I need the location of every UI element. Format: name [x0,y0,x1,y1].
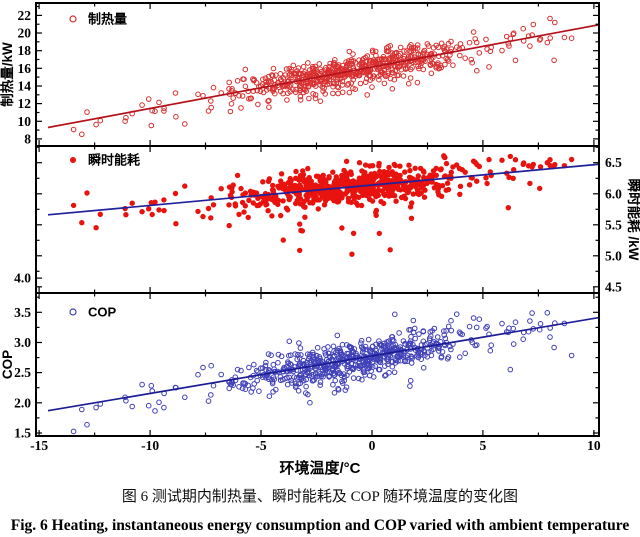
y-tick-label: 14 [18,79,32,94]
y-tick-label: 5.0 [605,248,622,263]
x-tick-label: 10 [587,438,601,452]
legend-cop: COP [69,305,117,320]
x-tick-label: -10 [141,438,159,452]
y-tick-label: 12 [18,96,32,111]
panel-instantaneous-energy-consumption: 6.5 6.0 5.5 5.0 4.5 4.0 瞬时能耗 /kW 瞬时能耗 [14,145,640,294]
y-tick-label: 18 [18,43,32,58]
legend-instantaneous-energy-consumption: 瞬时能耗 [70,153,140,168]
y-tick-labels-instantaneous-energy-consumption: 6.5 6.0 5.5 5.0 4.5 4.0 [14,155,622,294]
x-tick-label: 5 [480,438,487,452]
y-axis-label-heating-capacity: 制热量/kW [0,42,15,107]
legend-marker-cop [69,308,77,316]
y-tick-label: 2.5 [14,365,31,380]
y-tick-label: 2.0 [14,395,31,410]
legend-marker-heating-capacity [69,15,77,23]
y-axis-label-instantaneous-energy-consumption: 瞬时能耗 /kW [626,179,640,261]
y-tick-label: 6.5 [605,155,622,170]
panel-frame-cop [35,292,600,437]
y-axis-label-cop: COP [0,350,15,379]
x-axis-label: 环境温度/°C [279,460,361,477]
scatter-points-cop [70,310,575,435]
legend-label-instantaneous-energy-consumption: 瞬时能耗 [88,153,140,168]
y-tick-label: 3.0 [14,335,31,350]
trend-line-cop [47,316,599,412]
x-tick-labels: -15 -10 -5 0 5 10 [30,438,601,453]
caption-chinese: 图 6 测试期内制热量、瞬时能耗及 COP 随环境温度的变化图 [121,489,519,505]
y-tick-label: 16 [18,61,32,76]
legend-marker-instantaneous-energy-consumption [70,157,76,163]
y-tick-label: 20 [18,26,32,41]
y-tick-label: 22 [18,8,32,23]
legend-heating-capacity: 制热量 [69,12,127,27]
y-tick-labels-heating-capacity: 8 10 12 14 16 18 20 22 [18,8,32,146]
y-tick-label: 1.5 [14,426,31,441]
trend-line-heating-capacity [47,23,599,129]
y-tick-label: 4.5 [605,279,622,294]
y-tick-label: 10 [18,114,32,129]
y-tick-label: 6.0 [605,186,622,201]
trend-line-instantaneous-energy-consumption [47,163,599,216]
stacked-scatter-chart: 8 10 12 14 16 18 20 22 制热量/kW 制热量 6.5 6.0 5.5 5.0 4.5 4… [0,2,640,453]
y-tick-label: 3.5 [14,305,31,320]
y-tick-label-extra: 4.0 [14,271,31,286]
y-tick-label: 5.5 [605,217,622,232]
legend-label-cop: COP [88,305,117,320]
x-tick-label: -15 [30,438,48,452]
panel-cop: 3.5 3.0 2.5 2.0 1.5 COP COP [0,292,600,441]
caption-english: Fig. 6 Heating, instantaneous energy con… [10,517,630,534]
y-tick-labels-cop: 3.5 3.0 2.5 2.0 1.5 [14,305,31,441]
scatter-points-heating-capacity [70,15,575,138]
x-tick-label: 0 [369,438,376,452]
x-tick-label: -5 [255,438,266,452]
y-tick-label: 8 [24,131,31,146]
scatter-points-instantaneous-energy-consumption [70,153,575,257]
panel-heating-capacity: 8 10 12 14 16 18 20 22 制热量/kW 制热量 [0,2,600,147]
legend-label-heating-capacity: 制热量 [88,12,127,27]
